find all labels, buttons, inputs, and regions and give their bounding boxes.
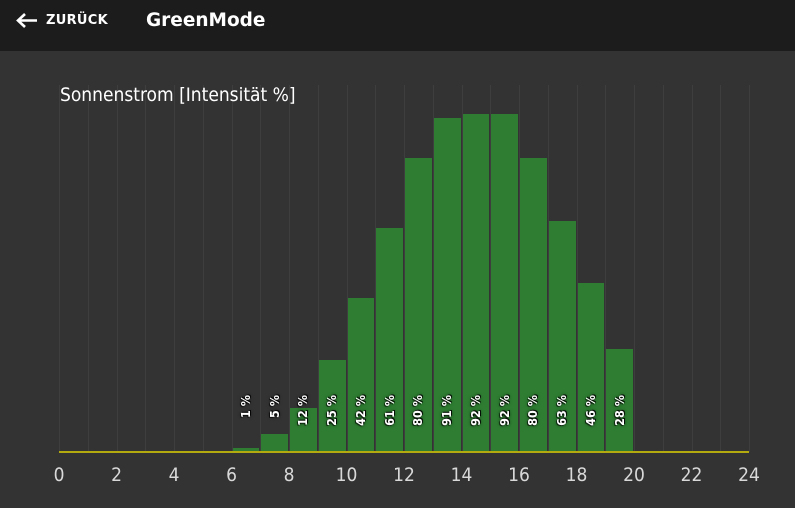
bar-value-label: 80 % [525,395,541,426]
gridline [749,85,750,452]
bar-value-label: 91 % [439,395,455,426]
bar-value-label: 46 % [583,395,598,426]
gridline [346,85,348,452]
gridline [461,85,463,452]
bar-hour-12 [405,158,432,452]
gridline [116,85,118,452]
gridline [231,85,233,452]
gridline [720,85,722,452]
x-tick-label: 8 [283,464,295,486]
bar-hour-8 [290,407,317,452]
gridline [662,85,664,452]
bar-value-label: 80 % [410,395,426,426]
gridline [404,85,405,452]
gridline [87,85,89,452]
x-tick-label: 24 [738,464,760,486]
bar-hour-19 [606,349,633,452]
x-tick-label: 12 [393,464,415,486]
gridline [490,85,492,452]
bar-value-label: 28 % [611,395,627,426]
bar-hour-17 [548,220,576,452]
gridline [605,85,607,452]
gridline [174,85,175,452]
bar-hour-9 [318,360,346,452]
x-tick-label: 10 [335,464,358,486]
x-tick-label: 14 [450,464,473,486]
back-arrow-icon [15,12,38,29]
back-button-label: ZURÜCK [46,12,108,28]
x-tick-label: 0 [53,464,65,486]
bar-value-label: 92 % [468,395,483,426]
bar-hour-14 [462,114,490,452]
bar-value-label: 12 % [295,395,311,426]
gridline [145,85,147,452]
x-tick-label: 22 [680,464,703,486]
bar-hour-7 [261,433,288,452]
gridline [432,85,434,452]
gridline [634,85,635,452]
bar-hour-13 [433,118,461,452]
bar-hour-16 [520,158,547,452]
x-axis: 0 2 4 6 8 10 12 14 16 18 20 22 24 [54,464,760,490]
page-title: GreenMode [145,9,266,31]
bar-value-label: 5 % [266,395,282,419]
x-tick-label: 2 [111,464,122,486]
x-tick-label: 16 [508,464,530,486]
gridline [691,85,693,452]
bar-value-label: 25 % [324,395,340,426]
bar-value-label: 1 % [238,395,253,419]
gridline [289,85,290,452]
gridline [519,85,520,452]
bar-chart: 1 % 5 % 12 % 25 % 42 % 61 % 80 % 91 % 92 % 92 % 80… [59,85,750,453]
bar-hour-10 [347,297,375,452]
gridline [59,85,60,452]
header-bar: ZURÜCK GreenMode [0,0,795,51]
bar-value-label: 42 % [353,395,368,426]
x-axis-line [59,450,749,453]
gridline [202,85,204,452]
gridline [317,85,319,452]
bar-value-label: 92 % [496,395,512,426]
back-button[interactable]: ZURÜCK [15,12,108,29]
bar-hour-18 [577,283,605,452]
bar-hour-11 [376,228,403,452]
bar-hour-6 [232,448,260,452]
x-tick-label: 6 [226,464,237,486]
gridline [547,85,549,452]
x-tick-label: 18 [565,464,588,486]
x-tick-label: 4 [168,464,180,486]
gridline [260,85,262,452]
bar-value-label: 61 % [381,395,397,426]
gridline [576,85,578,452]
x-tick-label: 20 [623,464,645,486]
chart-title: Sonnenstrom [Intensität %] [60,84,296,106]
gridline [375,85,377,452]
bar-hour-15 [491,114,518,452]
bar-value-label: 63 % [554,395,570,426]
